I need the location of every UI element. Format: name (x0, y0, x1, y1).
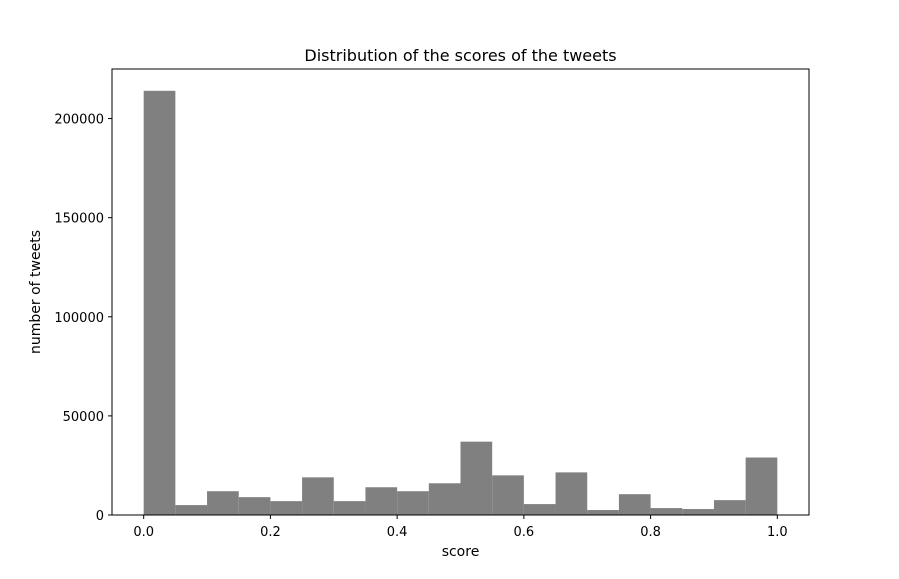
plot-frame (111, 68, 810, 516)
y-tick-label: 0 (96, 509, 104, 524)
histogram-bar (207, 491, 239, 515)
histogram-bar (618, 494, 651, 515)
y-axis-ticks: 0 50000 100000 150000 200000 (54, 113, 112, 524)
histogram-bar (587, 510, 619, 515)
x-tick-label: 0.0 (133, 525, 154, 540)
y-tick-label: 50000 (63, 410, 104, 425)
histogram-bar (713, 500, 746, 515)
histogram-bar (428, 483, 461, 515)
histogram-bar (302, 477, 334, 515)
histogram-bar (333, 501, 366, 515)
histogram-bar (523, 504, 556, 515)
bars-group (143, 90, 778, 515)
y-tick-label: 200000 (54, 113, 104, 128)
histogram-bar (143, 90, 176, 515)
chart-title: Distribution of the scores of the tweets (304, 46, 616, 65)
x-axis-ticks: 0.0 0.2 0.4 0.6 0.8 1.0 (133, 515, 788, 540)
x-tick-label: 0.4 (387, 525, 408, 540)
x-tick-label: 0.2 (260, 525, 281, 540)
histogram-bar (270, 501, 303, 515)
y-tick-label: 150000 (54, 212, 104, 227)
histogram-bar (397, 491, 429, 515)
x-tick-label: 0.6 (514, 525, 535, 540)
x-tick-label: 0.8 (640, 525, 661, 540)
histogram-bar (682, 509, 714, 515)
histogram-bar (555, 472, 588, 515)
x-tick-label: 1.0 (767, 525, 788, 540)
histogram-bar (365, 487, 398, 515)
y-axis-label: number of tweets (28, 230, 44, 354)
histogram-bar (175, 505, 208, 515)
y-tick-label: 100000 (54, 311, 104, 326)
histogram-bar (460, 441, 493, 515)
histogram-bar (238, 497, 271, 515)
histogram-bar (745, 457, 778, 515)
histogram-bar (650, 508, 683, 515)
x-axis-label: score (442, 544, 480, 560)
histogram-bar (492, 475, 524, 515)
